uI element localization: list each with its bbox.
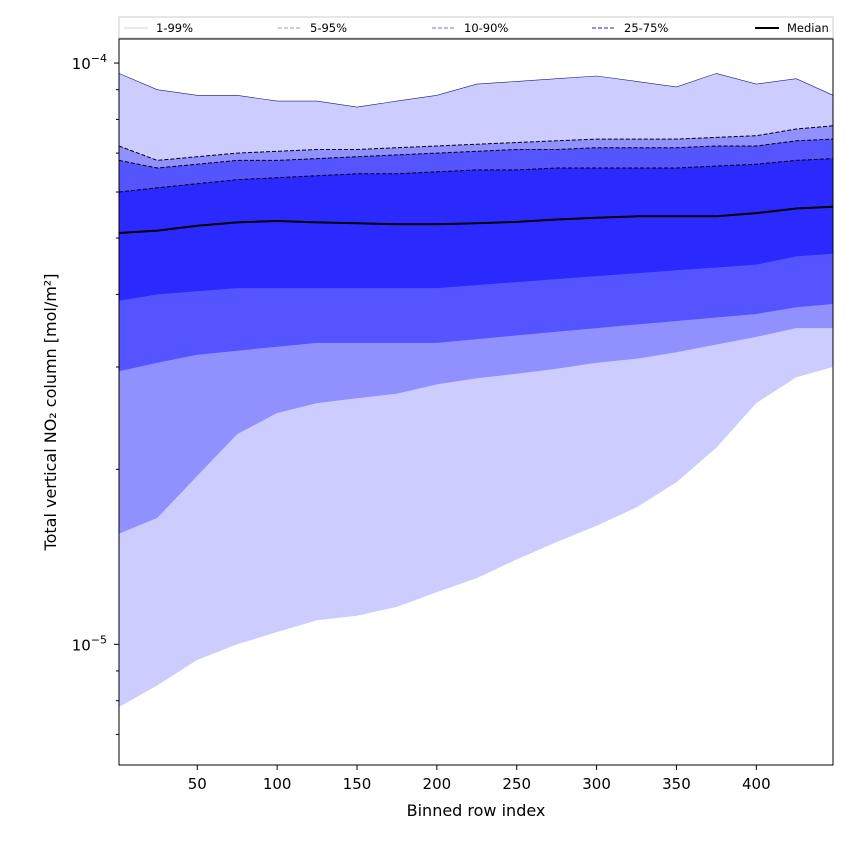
- x-tick-label: 250: [502, 775, 531, 793]
- x-axis-title: Binned row index: [407, 801, 546, 820]
- x-tick-label: 300: [582, 775, 611, 793]
- x-tick-label: 400: [742, 775, 771, 793]
- legend-label: Median: [787, 21, 829, 35]
- y-axis: 10−5 10−4: [72, 52, 119, 735]
- band-upper-edge-1-99%: [118, 73, 834, 108]
- band-25-75%: [119, 158, 833, 301]
- y-tick-label: 10−5: [72, 633, 107, 654]
- band-upper-edge-5-95%: [118, 125, 834, 161]
- legend-label: 10-90%: [464, 21, 508, 35]
- median-line: [118, 205, 834, 234]
- x-tick-label: 350: [662, 775, 691, 793]
- legend-box: [118, 16, 834, 39]
- x-axis: 50 100 150 200 250 300 350 400: [188, 765, 771, 793]
- legend: 1-99% 5-95% 10-90% 25-75% Median: [118, 16, 834, 39]
- y-tick-label: 10−4: [72, 52, 107, 73]
- band-edge-lines: [118, 73, 834, 193]
- y-axis-title: Total vertical NO₂ column [mol/m²]: [41, 274, 60, 552]
- x-tick-label: 200: [423, 775, 452, 793]
- legend-label: 5-95%: [310, 21, 347, 35]
- x-tick-label: 50: [188, 775, 207, 793]
- legend-label: 1-99%: [156, 21, 193, 35]
- legend-label: 25-75%: [624, 21, 668, 35]
- plot-frame: [118, 38, 834, 766]
- x-tick-label: 150: [343, 775, 372, 793]
- percentile-bands: [119, 73, 833, 707]
- median-line-group: [118, 205, 834, 234]
- x-tick-label: 100: [263, 775, 292, 793]
